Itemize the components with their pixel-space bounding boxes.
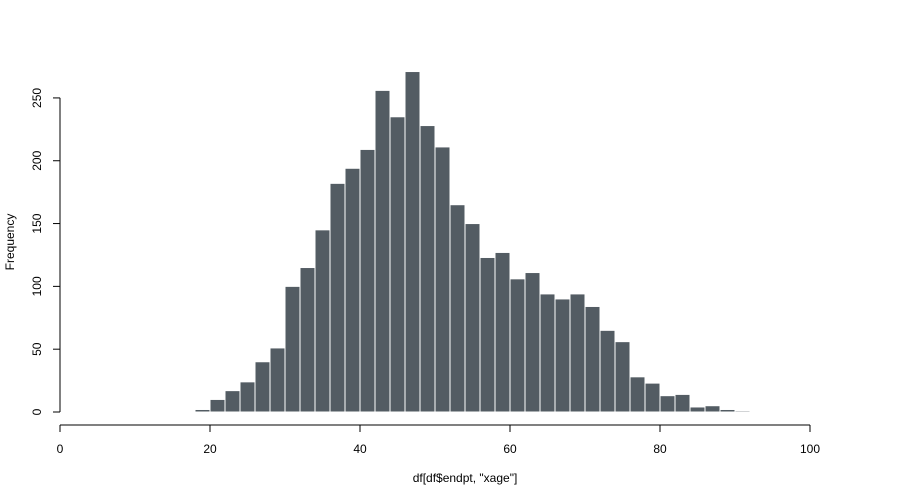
- histogram-bar: [644, 382, 661, 413]
- histogram-bar: [449, 204, 466, 413]
- histogram-bar: [464, 223, 481, 413]
- y-axis-label: Frequency: [3, 214, 17, 271]
- histogram-bar: [479, 256, 496, 413]
- x-axis: 0 20 40 60 80 100: [57, 424, 820, 456]
- bars-layer: [194, 71, 751, 413]
- y-tick-label: 0: [30, 408, 44, 415]
- histogram-bar: [314, 229, 331, 413]
- histogram-bar: [419, 125, 436, 413]
- histogram-bar: [554, 298, 571, 413]
- x-tick-label: 0: [57, 442, 64, 456]
- histogram-bar: [614, 341, 631, 413]
- histogram-bar: [629, 376, 646, 413]
- histogram-bar: [704, 405, 721, 413]
- histogram-bar: [494, 251, 511, 413]
- histogram-bar: [674, 393, 691, 413]
- histogram-bar: [344, 167, 361, 413]
- y-tick-label: 200: [30, 150, 44, 170]
- histogram-bar: [284, 285, 301, 413]
- histogram-bar: [524, 272, 541, 413]
- histogram-bar: [719, 408, 736, 413]
- y-tick-label: 100: [30, 276, 44, 296]
- x-tick-label: 20: [203, 442, 217, 456]
- histogram-bar: [734, 410, 751, 413]
- x-tick-label: 100: [800, 442, 820, 456]
- histogram-bar: [599, 329, 616, 413]
- histogram-bar: [269, 347, 286, 413]
- histogram-bar: [209, 398, 226, 413]
- x-tick-label: 40: [353, 442, 367, 456]
- histogram-bar: [389, 116, 406, 413]
- histogram-bar: [569, 293, 586, 413]
- y-axis: 0 50 100 150 200 250: [30, 88, 61, 415]
- histogram-bar: [584, 305, 601, 413]
- x-tick-label: 80: [653, 442, 667, 456]
- histogram-bar: [359, 148, 376, 413]
- histogram-bar: [434, 146, 451, 413]
- histogram-bar: [509, 278, 526, 413]
- histogram-bar: [539, 293, 556, 413]
- y-tick-label: 250: [30, 88, 44, 108]
- histogram-bar: [224, 390, 241, 413]
- x-axis-label: df[df$endpt, "xage"]: [413, 471, 518, 485]
- histogram-bar: [299, 267, 316, 413]
- x-tick-label: 60: [503, 442, 517, 456]
- histogram-bar: [659, 395, 676, 413]
- histogram-bar: [329, 182, 346, 413]
- y-tick-label: 150: [30, 213, 44, 233]
- histogram-bar: [404, 71, 421, 413]
- histogram-bar: [194, 408, 211, 413]
- y-tick-label: 50: [30, 342, 44, 356]
- histogram-bar: [239, 381, 256, 413]
- histogram-bar: [254, 361, 271, 413]
- histogram-bar: [689, 406, 706, 413]
- histogram-bar: [374, 89, 391, 413]
